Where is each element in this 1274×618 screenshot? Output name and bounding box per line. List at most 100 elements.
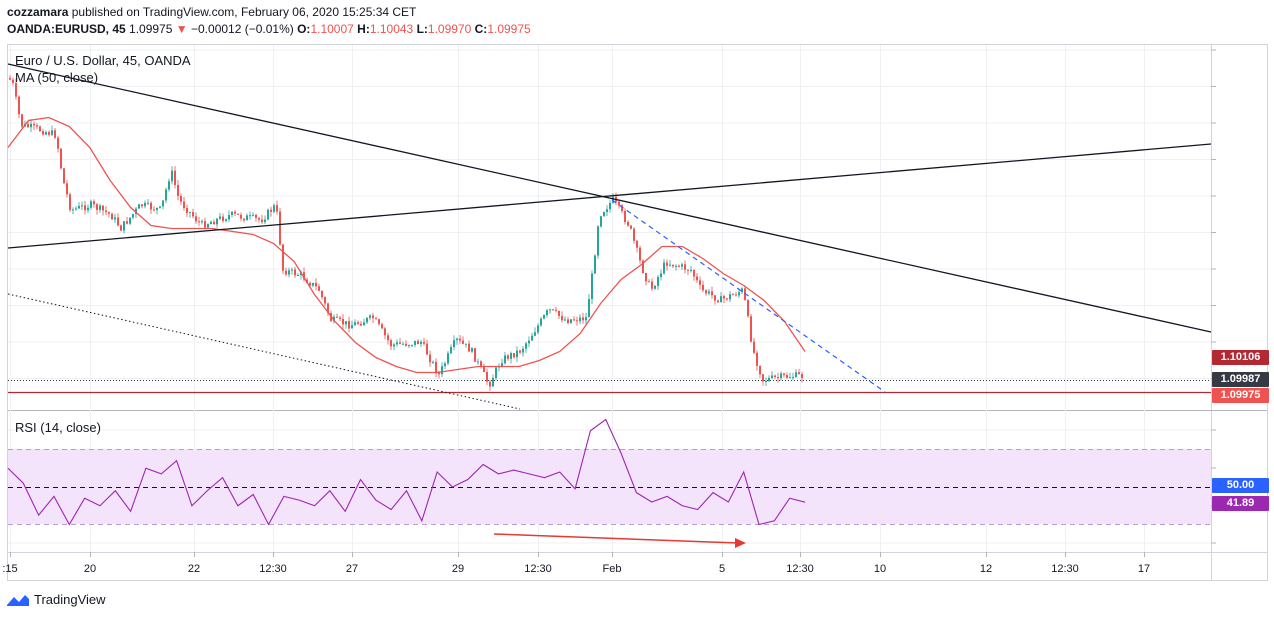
- candle-body: [51, 130, 53, 135]
- candle-body: [168, 181, 170, 190]
- candle-body: [81, 205, 83, 207]
- candle-body: [93, 201, 95, 205]
- candle-body: [15, 82, 17, 97]
- candle-body: [384, 328, 386, 336]
- candle-body: [735, 294, 737, 296]
- candle-body: [570, 319, 572, 324]
- candle-body: [147, 202, 149, 204]
- candle-body: [711, 291, 713, 296]
- candle-body: [258, 217, 260, 220]
- footer-brand[interactable]: TradingView: [6, 591, 106, 609]
- candle-body: [399, 342, 401, 344]
- candle-body: [138, 204, 140, 209]
- candle-body: [414, 340, 416, 345]
- candle-body: [546, 310, 548, 316]
- candle-body: [555, 309, 557, 311]
- candle-body: [705, 290, 707, 294]
- candle-body: [717, 300, 719, 303]
- candle-body: [522, 348, 524, 353]
- candle-body: [63, 168, 65, 184]
- x-axis-label: 27: [346, 563, 358, 575]
- candle-body: [267, 209, 269, 220]
- candle-body: [594, 255, 596, 274]
- ma-label[interactable]: MA (50, close): [15, 70, 98, 85]
- candle-body: [477, 361, 479, 363]
- candle-body: [150, 202, 152, 210]
- candle-body: [474, 348, 476, 362]
- candle-body: [237, 213, 239, 215]
- candle-body: [216, 218, 218, 225]
- x-axis-label: 5: [719, 563, 725, 575]
- candle-body: [699, 280, 701, 285]
- candle-body: [372, 315, 374, 319]
- candle-body: [558, 310, 560, 316]
- high-value: 1.10043: [369, 22, 414, 36]
- divergence-arrow-line[interactable]: [493, 533, 739, 544]
- candle-body: [348, 321, 350, 329]
- candle-body: [108, 212, 110, 214]
- candle-body: [426, 343, 428, 355]
- candle-body: [453, 340, 455, 348]
- candle-body: [681, 264, 683, 267]
- rsi-band: [8, 449, 1211, 524]
- candle-body: [591, 273, 593, 300]
- candle-body: [90, 201, 92, 208]
- candle-body: [285, 270, 287, 275]
- candle-body: [561, 315, 563, 321]
- candle-body: [48, 132, 50, 135]
- candle-body: [462, 340, 464, 344]
- price-tag-ma: 1.10106: [1212, 350, 1269, 365]
- candle-body: [504, 355, 506, 364]
- candle-body: [246, 215, 248, 221]
- x-axis-label: 12: [980, 563, 992, 575]
- candle-body: [645, 272, 647, 282]
- rsi-label[interactable]: RSI (14, close): [15, 420, 101, 435]
- candle-body: [126, 221, 128, 224]
- candle-body: [714, 295, 716, 301]
- candle-body: [801, 374, 803, 378]
- candle-body: [231, 211, 233, 216]
- candle-body: [402, 343, 404, 345]
- candle-body: [333, 316, 335, 322]
- candle-body: [225, 219, 227, 221]
- candle-body: [678, 265, 680, 267]
- candle-body: [405, 343, 407, 346]
- candle-body: [42, 131, 44, 135]
- candle-body: [666, 262, 668, 266]
- symbol-label[interactable]: OANDA:EURUSD, 45: [7, 22, 126, 36]
- dotted-channel-line[interactable]: [7, 293, 521, 410]
- author-name[interactable]: cozzamara: [7, 5, 69, 19]
- ascending-trendline[interactable]: [7, 143, 1212, 249]
- x-axis-label: 20: [84, 563, 96, 575]
- candle-body: [489, 381, 491, 387]
- candle-body: [129, 217, 131, 224]
- candle-body: [552, 309, 554, 311]
- candle-body: [375, 318, 377, 320]
- candle-body: [99, 205, 101, 210]
- candle-body: [432, 361, 434, 363]
- publish-line: cozzamara published on TradingView.com, …: [7, 4, 416, 20]
- x-axis-label: 29: [452, 563, 464, 575]
- candle-body: [765, 381, 767, 383]
- candle-body: [657, 277, 659, 286]
- candle-body: [600, 216, 602, 227]
- candle-body: [786, 374, 788, 378]
- candle-body: [114, 217, 116, 220]
- candle-body: [45, 132, 47, 135]
- candle-body: [411, 344, 413, 346]
- candle-body: [495, 367, 497, 378]
- candle-body: [441, 366, 443, 375]
- dashed-resistance-line[interactable]: [611, 199, 886, 393]
- candle-body: [213, 221, 215, 225]
- candle-body: [588, 299, 590, 318]
- descending-trendline[interactable]: [7, 63, 1212, 333]
- candle-body: [636, 240, 638, 248]
- candle-body: [597, 226, 599, 256]
- candle-body: [30, 123, 32, 128]
- candle-body: [795, 372, 797, 378]
- candle-body: [531, 335, 533, 341]
- candle-body: [450, 347, 452, 354]
- candle-body: [633, 228, 635, 241]
- candle-body: [354, 322, 356, 326]
